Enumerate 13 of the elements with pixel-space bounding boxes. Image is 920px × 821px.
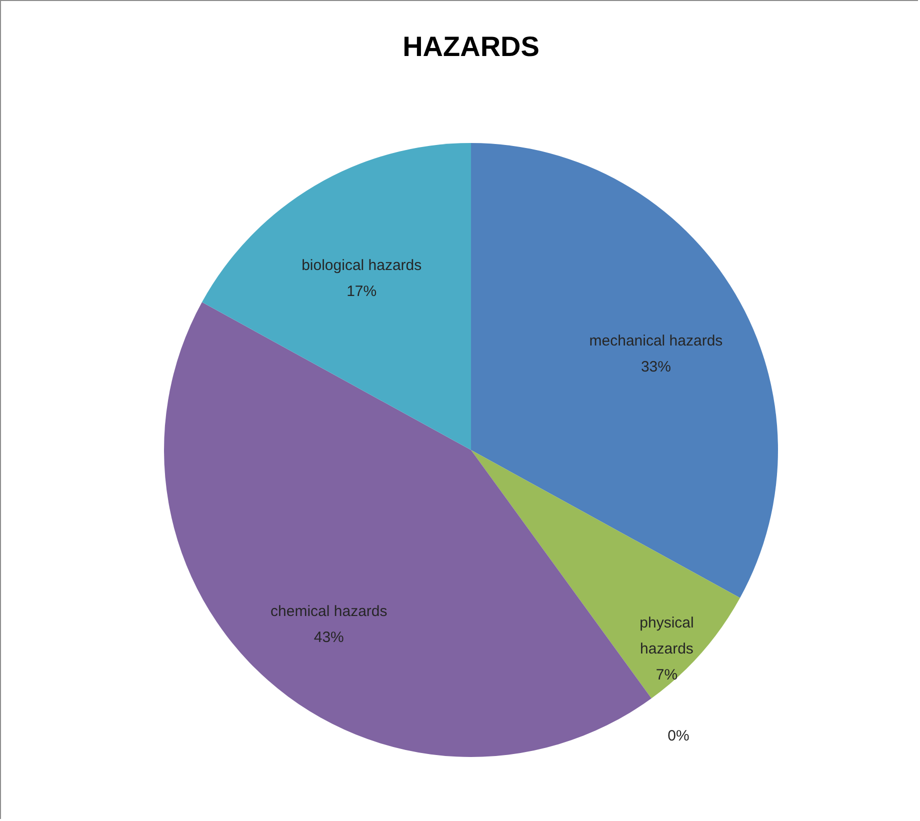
data-label: 43% [314, 629, 344, 646]
data-label: 7% [656, 666, 678, 684]
text: 0% [668, 728, 690, 745]
pie-slice [471, 450, 740, 698]
slice-label: mechanical hazards [589, 332, 723, 350]
slice-label: biological hazards [302, 257, 422, 274]
slice-label: chemical hazards [270, 603, 388, 620]
slice-label: physical hazards [640, 614, 694, 658]
data-label: 33% [640, 358, 671, 376]
data-label: 17% [346, 283, 377, 300]
pie-slice [202, 143, 471, 450]
chart-title: HAZARDS [402, 31, 540, 62]
pie-slice [471, 143, 778, 598]
